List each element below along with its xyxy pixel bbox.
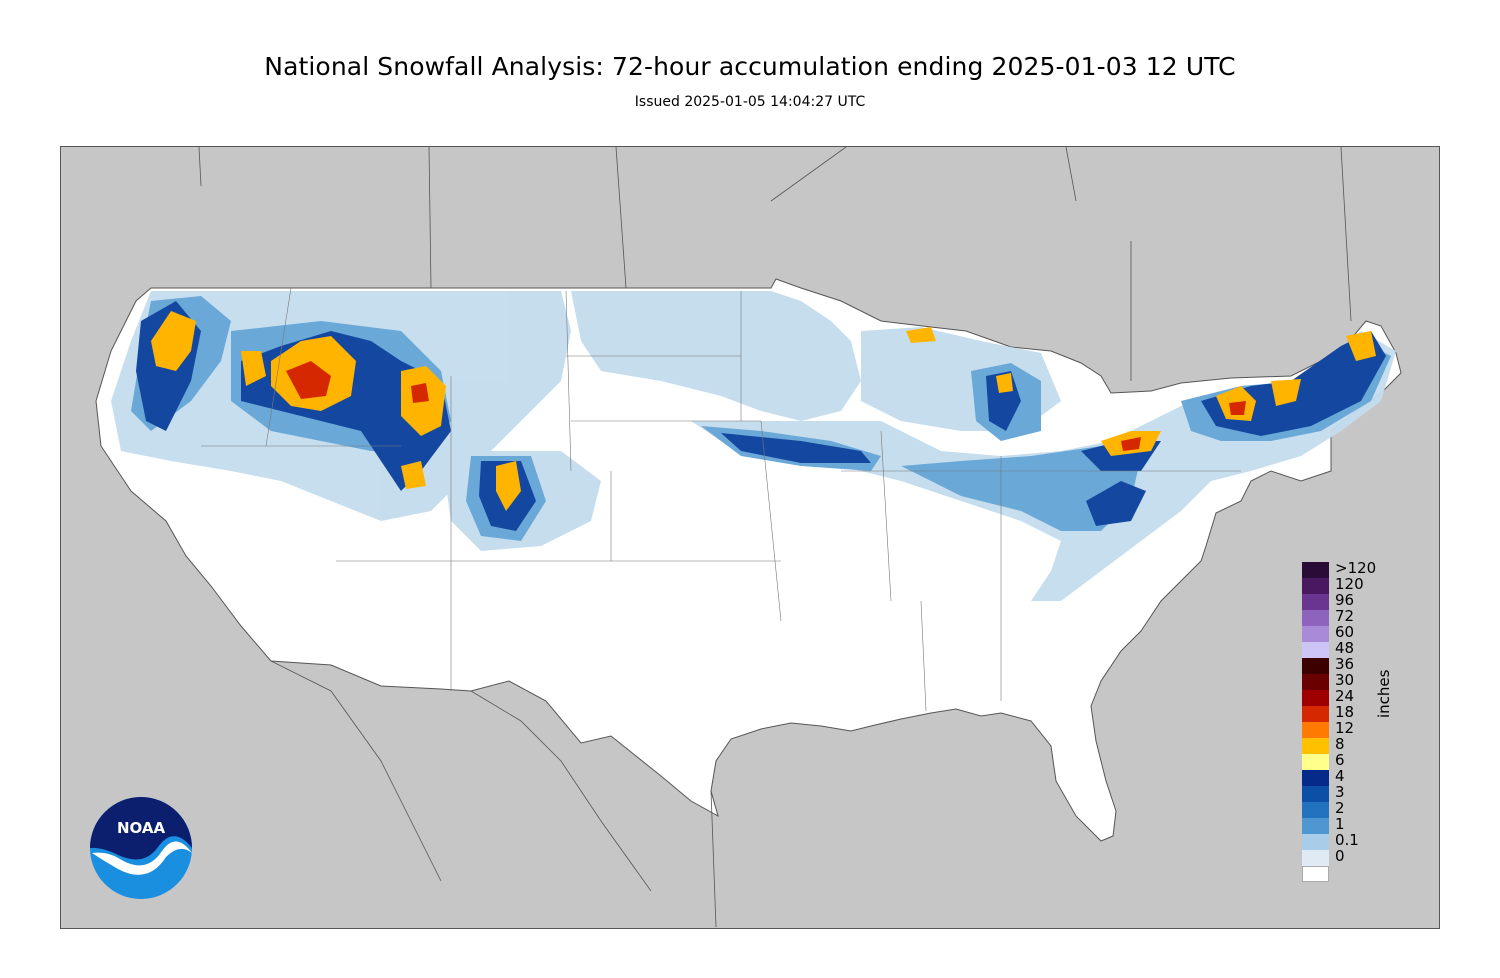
legend-swatch bbox=[1302, 658, 1329, 674]
legend-label: 72 bbox=[1335, 607, 1355, 625]
legend-swatch bbox=[1302, 562, 1329, 578]
legend-swatch bbox=[1302, 626, 1329, 642]
legend-label: 6 bbox=[1335, 751, 1345, 769]
legend-label: 24 bbox=[1335, 687, 1355, 705]
legend-swatch bbox=[1302, 674, 1329, 690]
legend-label: 12 bbox=[1335, 719, 1355, 737]
legend-label: 3 bbox=[1335, 783, 1345, 801]
noaa-logo: NOAA bbox=[88, 795, 194, 901]
legend-label: >120 bbox=[1335, 559, 1377, 577]
legend-label: 48 bbox=[1335, 639, 1355, 657]
legend-swatch bbox=[1302, 770, 1329, 786]
legend-swatch bbox=[1302, 866, 1329, 882]
legend-swatch bbox=[1302, 786, 1329, 802]
legend-label: 120 bbox=[1335, 575, 1364, 593]
canada-border-lines bbox=[198, 147, 1352, 381]
legend-label: 96 bbox=[1335, 591, 1355, 609]
legend-label: 18 bbox=[1335, 703, 1355, 721]
legend-label: 1 bbox=[1335, 815, 1345, 833]
legend-label: 30 bbox=[1335, 671, 1355, 689]
legend-units-label: inches bbox=[1375, 669, 1393, 718]
legend-label: 0 bbox=[1335, 847, 1345, 865]
legend-label: 60 bbox=[1335, 623, 1355, 641]
legend-swatch bbox=[1302, 722, 1329, 738]
legend-swatch bbox=[1302, 690, 1329, 706]
legend-swatch bbox=[1302, 594, 1329, 610]
legend-swatch bbox=[1302, 578, 1329, 594]
issued-timestamp: Issued 2025-01-05 14:04:27 UTC bbox=[634, 94, 866, 110]
legend-swatch bbox=[1302, 850, 1329, 866]
state-boundaries bbox=[201, 287, 1241, 712]
mexico-border-lines bbox=[270, 660, 717, 928]
legend-label: 4 bbox=[1335, 767, 1345, 785]
map-canvas bbox=[95, 147, 1402, 928]
legend-label: 36 bbox=[1335, 655, 1355, 673]
legend-label: 2 bbox=[1335, 799, 1345, 817]
legend-swatch bbox=[1302, 802, 1329, 818]
legend-swatch bbox=[1302, 706, 1329, 722]
map-title: National Snowfall Analysis: 72-hour accu… bbox=[264, 52, 1236, 81]
legend-swatch bbox=[1302, 818, 1329, 834]
legend-swatch bbox=[1302, 642, 1329, 658]
snow-24in-zones bbox=[286, 361, 1246, 451]
color-legend: >120 120 96 72 60 48 36 30 24 18 12 8 6 4 3 2 1 0.1 0 bbox=[1302, 559, 1412, 882]
snowfall-map[interactable] bbox=[60, 146, 1440, 929]
noaa-logo-text: NOAA bbox=[117, 819, 166, 837]
legend-label: 0.1 bbox=[1335, 831, 1359, 849]
legend-swatch bbox=[1302, 834, 1329, 850]
legend-label: 8 bbox=[1335, 735, 1345, 753]
legend-swatch bbox=[1302, 610, 1329, 626]
legend-swatch bbox=[1302, 738, 1329, 754]
legend-swatch bbox=[1302, 754, 1329, 770]
